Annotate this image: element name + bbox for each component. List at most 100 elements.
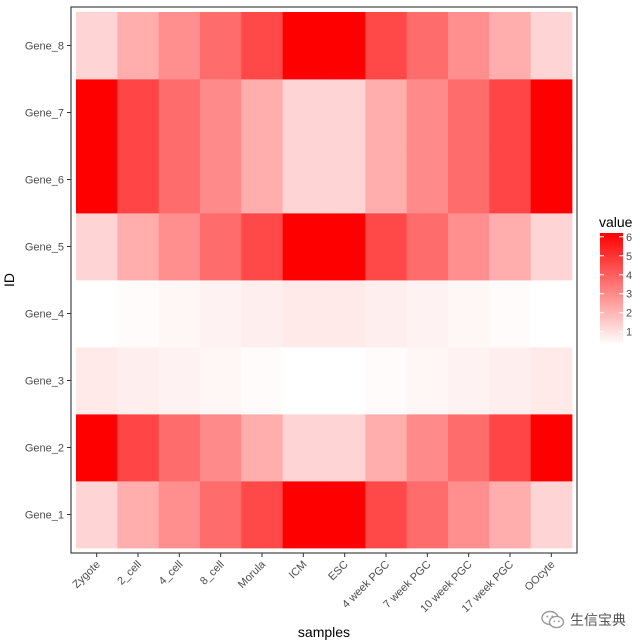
heatmap-cell [241, 146, 284, 214]
heatmap-cell [489, 12, 532, 80]
heatmap-cell [365, 79, 408, 147]
legend-tick-label: 5 [626, 251, 632, 263]
heatmap-cell [76, 347, 118, 415]
heatmap-cell [448, 481, 490, 549]
heatmap-cell [489, 347, 532, 415]
heatmap-cell [117, 347, 160, 415]
heatmap-cell [158, 414, 201, 482]
heatmap-cell [365, 481, 408, 549]
heatmap-cell [489, 79, 532, 147]
heatmap-cell [406, 414, 449, 482]
x-tick-label: 8_cell [198, 559, 227, 588]
heatmap-cell [530, 79, 573, 147]
heatmap-cell [241, 347, 284, 415]
heatmap-cell [282, 213, 325, 281]
heatmap-cell [324, 280, 366, 348]
heatmap-cell [489, 280, 532, 348]
heatmap-cell [324, 79, 366, 147]
heatmap-cell [76, 280, 118, 348]
heatmap-cell [282, 280, 325, 348]
heatmap-cell [324, 146, 366, 214]
heatmap-cell [489, 213, 532, 281]
y-tick-label: Gene_6 [25, 175, 64, 187]
y-tick-label: Gene_5 [25, 242, 64, 254]
heatmap-cell [365, 414, 408, 482]
heatmap-cell [117, 12, 160, 80]
legend-ticks: 1 2 3 4 5 6 [600, 232, 632, 339]
legend-tick-label: 1 [626, 327, 632, 339]
heatmap-cell [200, 347, 242, 415]
heatmap-cell [158, 347, 201, 415]
x-tick-label: 4_cell [157, 559, 186, 588]
heatmap-cell [282, 79, 325, 147]
x-tick-label: 2_cell [115, 559, 144, 588]
heatmap-cell [241, 481, 284, 549]
heatmap-cell [117, 481, 160, 549]
heatmap-cell [448, 79, 490, 147]
heatmap-cell [76, 79, 118, 147]
heatmap-cell [76, 213, 118, 281]
legend-title: value [599, 214, 633, 230]
legend-tick-label: 6 [626, 232, 632, 244]
heatmap-cell [489, 481, 532, 549]
heatmap-cell [241, 12, 284, 80]
heatmap-cell [365, 347, 408, 415]
x-tick-label: OOcyte [523, 559, 558, 594]
x-tick-label: ICM [287, 559, 310, 582]
heatmap-cell [117, 79, 160, 147]
heatmap-cell [365, 280, 408, 348]
y-axis-title: ID [1, 273, 17, 287]
legend-tick-label: 3 [626, 289, 632, 301]
heatmap-cell [200, 146, 242, 214]
heatmap-cell [406, 79, 449, 147]
y-tick-label: Gene_7 [25, 108, 64, 120]
wechat-icon [541, 610, 565, 629]
heatmap-cell [282, 12, 325, 80]
heatmap-cell [241, 79, 284, 147]
heatmap-cell [406, 481, 449, 549]
heatmap-cell [200, 213, 242, 281]
heatmap-cell [158, 12, 201, 80]
heatmap-cell [76, 12, 118, 80]
heatmap-cell [365, 12, 408, 80]
heatmap-cell [324, 347, 366, 415]
heatmap-cell [158, 213, 201, 281]
heatmap-cell [324, 481, 366, 549]
heatmap-cell [448, 280, 490, 348]
heatmap-cell [158, 146, 201, 214]
heatmap-cell [117, 414, 160, 482]
heatmap-cell [406, 213, 449, 281]
heatmap-cell [448, 12, 490, 80]
heatmap-cell [489, 146, 532, 214]
heatmap-cells [76, 12, 573, 549]
heatmap-cell [530, 146, 573, 214]
x-tick-label: Zygote [71, 559, 103, 591]
legend-tick-label: 2 [626, 308, 632, 320]
heatmap-cell [76, 146, 118, 214]
heatmap-cell [158, 280, 201, 348]
legend-colorbar [600, 233, 623, 345]
heatmap-cell [282, 347, 325, 415]
heatmap-cell [365, 146, 408, 214]
heatmap-cell [200, 79, 242, 147]
heatmap-cell [117, 146, 160, 214]
heatmap-cell [241, 414, 284, 482]
heatmap-cell [200, 414, 242, 482]
heatmap-cell [200, 12, 242, 80]
heatmap-cell [406, 280, 449, 348]
heatmap-cell [200, 280, 242, 348]
legend: value 1 2 3 4 5 6 [599, 214, 633, 345]
heatmap-cell [448, 414, 490, 482]
heatmap-cell [282, 414, 325, 482]
y-axis: Gene_1 Gene_2 Gene_3 Gene_4 Gene_5 Gene_6 Gene… [25, 41, 71, 522]
heatmap-cell [530, 414, 573, 482]
heatmap-cell [406, 12, 449, 80]
heatmap-cell [530, 280, 573, 348]
heatmap-cell [448, 213, 490, 281]
heatmap-cell [158, 481, 201, 549]
panel-border [70, 6, 578, 554]
heatmap-cell [530, 12, 573, 80]
heatmap-cell [76, 481, 118, 549]
